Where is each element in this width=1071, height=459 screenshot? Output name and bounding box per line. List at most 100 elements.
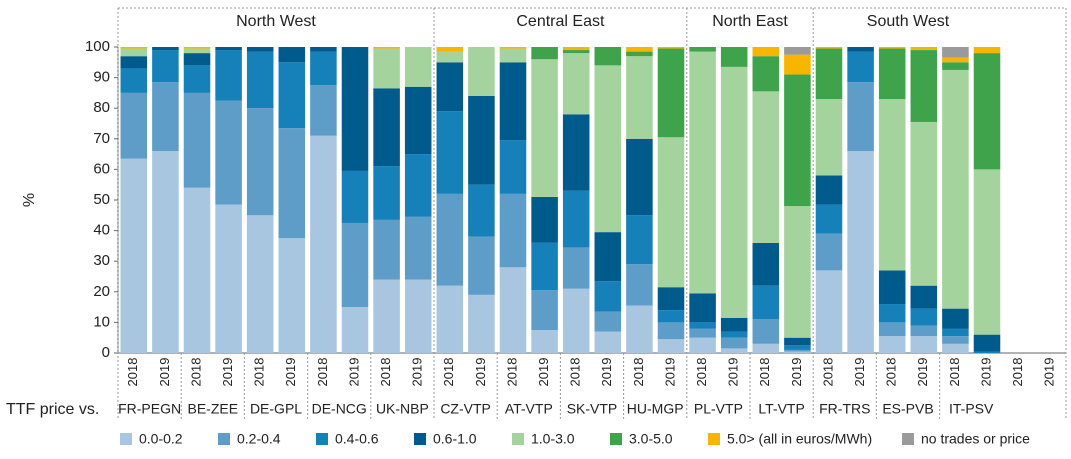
bar-segment (531, 330, 558, 353)
bar-segment (720, 331, 748, 338)
bar-segment (373, 88, 400, 167)
bar-segment (594, 311, 622, 332)
bar-segment (752, 319, 780, 344)
region-label: Central East (516, 13, 605, 30)
bar-segment (404, 216, 432, 280)
bar-segment (278, 62, 306, 129)
bar-segment (436, 51, 464, 63)
bar-segment (183, 53, 211, 66)
bar-segment (815, 47, 843, 49)
x-tick-label: 2018 (820, 358, 835, 387)
y-axis-label: % (21, 193, 38, 207)
bar-segment (531, 242, 558, 291)
bar-segment (752, 91, 780, 243)
legend-swatch (120, 433, 132, 445)
x-tick-label: 2019 (346, 358, 361, 387)
bar-segment (752, 242, 780, 286)
bar-segment (499, 267, 527, 353)
bar-segment (657, 310, 685, 323)
bar-segment (689, 337, 716, 353)
bar-segment (152, 82, 179, 152)
bar-segment (499, 48, 527, 63)
bar-segment (562, 190, 590, 248)
bar-segment (657, 322, 685, 340)
region-label: North West (236, 13, 316, 30)
hub-label: DE-GPL (250, 401, 302, 417)
bar-segment (878, 48, 906, 100)
hub-label: SK-VTP (567, 401, 618, 417)
y-tick-label: 80 (93, 99, 110, 116)
x-tick-label: 2018 (884, 358, 899, 387)
bar-segment (594, 232, 622, 282)
hub-label: ES-PVB (882, 401, 933, 417)
legend-label: 0.2-0.4 (237, 431, 281, 447)
x-axis-label: TTF price vs. (6, 401, 99, 418)
bar-segment (815, 48, 843, 100)
bar-segment (183, 187, 211, 353)
y-tick-label: 40 (93, 222, 110, 239)
bar-segment (689, 322, 716, 329)
legend-label: 3.0-5.0 (629, 431, 673, 447)
legend-label: 1.0-3.0 (531, 431, 575, 447)
x-tick-label: 2018 (125, 358, 140, 387)
bar-segment (594, 281, 622, 312)
bar-segment (942, 328, 969, 337)
bar-segment (594, 65, 622, 233)
x-tick-label: 2018 (441, 358, 456, 387)
bar-segment (657, 48, 685, 138)
bar-segment (468, 184, 495, 237)
x-tick-label: 2019 (283, 358, 298, 387)
bar-segment (626, 56, 653, 139)
bar-segment (404, 154, 432, 217)
bar-segment (120, 47, 148, 49)
bar-segment (815, 204, 843, 234)
x-tick-label: 2019 (599, 358, 614, 387)
bar-segment (120, 48, 148, 57)
bar-segment (626, 138, 653, 216)
bar-segment (942, 336, 969, 344)
bar-segment (878, 47, 906, 49)
bar-segment (373, 47, 400, 49)
bar-segment (499, 193, 527, 268)
bar-segment (183, 65, 211, 93)
x-tick-label: 2018 (504, 358, 519, 387)
bar-segment (626, 264, 653, 306)
bar-segment (468, 294, 495, 353)
bar-segment (404, 47, 432, 87)
bar-segment (689, 293, 716, 323)
legend-label: 5.0> (all in euros/MWh) (727, 431, 872, 447)
bar-segment (657, 47, 685, 49)
bar-segment (152, 50, 179, 83)
bar-segment (847, 51, 874, 83)
bar-segment (878, 270, 906, 305)
bar-segment (910, 50, 938, 122)
bar-segment (468, 236, 495, 295)
bar-segment (626, 51, 653, 57)
bar-segment (373, 48, 400, 89)
bar-segment (562, 247, 590, 289)
bar-segment (784, 349, 811, 352)
bar-segment (373, 166, 400, 220)
bar-segment (973, 169, 1001, 335)
legend-swatch (708, 433, 720, 445)
bar-segment (499, 47, 527, 49)
bar-segment (973, 351, 1001, 353)
bar-segment (942, 47, 969, 58)
bar-segment (499, 140, 527, 194)
bar-segment (657, 137, 685, 288)
legend-swatch (512, 433, 524, 445)
x-tick-label: 2018 (631, 358, 646, 387)
bar-segment (878, 304, 906, 323)
bar-segment (531, 59, 558, 197)
bar-segment (720, 66, 748, 318)
bar-segment (720, 317, 748, 332)
bar-segment (942, 343, 969, 353)
bar-segment (215, 100, 242, 205)
x-tick-label: 2019 (1042, 358, 1057, 387)
bar-segment (910, 121, 938, 286)
bar-segment (878, 322, 906, 337)
bar-segment (878, 336, 906, 353)
hub-label: BE-ZEE (188, 401, 239, 417)
x-tick-label: 2019 (473, 358, 488, 387)
bar-segment (215, 204, 242, 353)
